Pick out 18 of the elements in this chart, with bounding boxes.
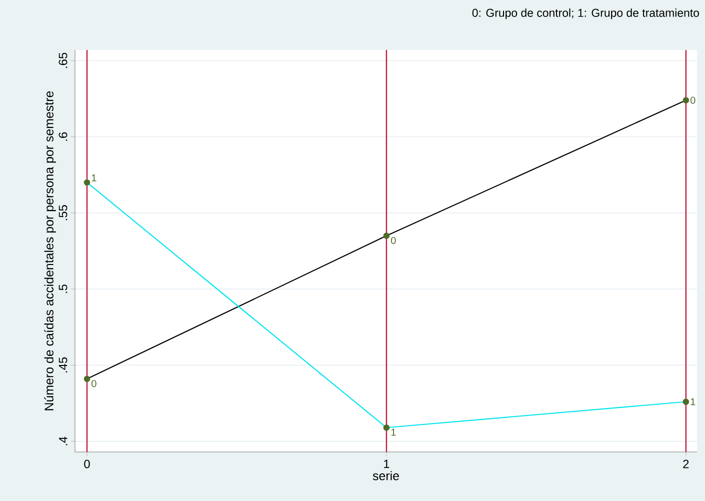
y-tick-label: .6	[58, 132, 68, 141]
y-tick-label: .5	[58, 284, 68, 293]
x-axis-title: serie	[372, 471, 399, 480]
y-tick-label: .55	[58, 205, 68, 220]
y-tick-label: .45	[58, 357, 68, 372]
series-label: 1	[391, 428, 396, 436]
x-tick-label: 1	[384, 460, 390, 468]
x-tick-label: 2	[683, 460, 689, 468]
y-tick-label: .4	[59, 436, 68, 446]
text: 1	[92, 174, 96, 182]
y-axis-title: Número de caídas accidentales por persona por semestre	[44, 91, 56, 410]
x-tick-label: 0	[84, 460, 90, 468]
text: 0: Grupo de control; 1: Grupo de tratamiento	[472, 8, 699, 20]
y-tick-label: .65	[58, 52, 68, 68]
text: 1	[690, 398, 696, 406]
series-label: 0	[690, 96, 696, 104]
text: 0	[92, 380, 96, 388]
text: 0	[391, 236, 396, 244]
